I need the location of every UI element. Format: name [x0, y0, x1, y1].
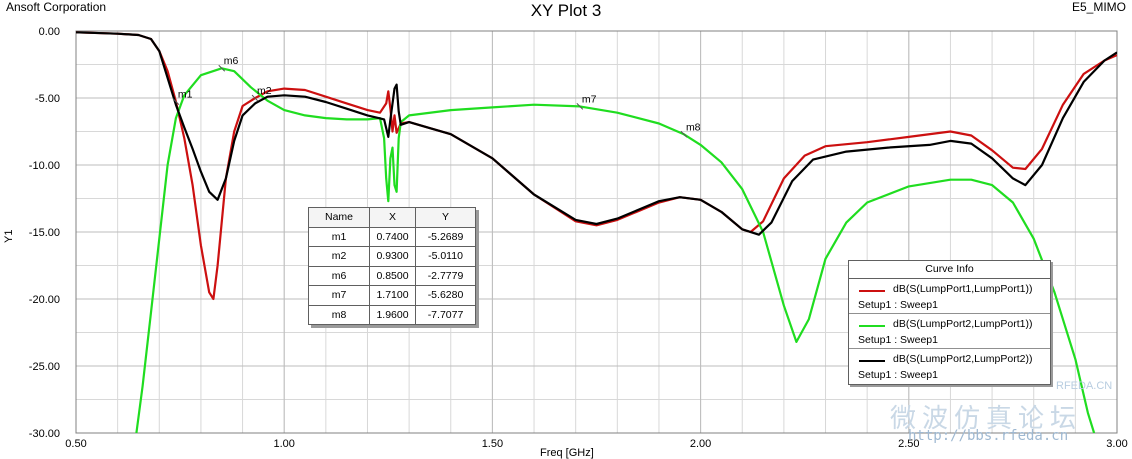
marker-label: m8	[686, 121, 701, 133]
marker-name: m2	[308, 246, 370, 267]
marker-point	[576, 103, 584, 110]
project-name: E5_MIMO	[1071, 0, 1126, 14]
marker-label: m6	[224, 55, 239, 67]
x-tick-label: 1.00	[273, 438, 294, 450]
marker-point	[218, 64, 226, 72]
series-line-2	[135, 67, 1096, 433]
y-tick-label: 0.00	[39, 26, 60, 38]
y-tick-label: -25.00	[29, 361, 60, 373]
series-line-3	[76, 31, 1117, 236]
marker-x: 1.7100	[369, 285, 416, 306]
legend-title: Curve Info	[849, 261, 1050, 279]
plot-markers: m1 m2 m6 m7 m8	[172, 55, 701, 138]
legend-series-setup: Setup1 : Sweep1	[858, 369, 938, 381]
watermark-url: http://bbs.rfeda.cn	[908, 428, 1069, 444]
marker-table-header-y: Y	[415, 207, 476, 228]
legend-swatch-black	[859, 360, 885, 362]
plot-curves	[76, 31, 1117, 433]
legend-entry: dB(S(LumpPort2,LumpPort2)) Setup1 : Swee…	[849, 349, 1050, 383]
marker-table-header-name: Name	[308, 207, 370, 228]
marker-x: 0.7400	[369, 226, 416, 247]
y-axis-label: Y1	[3, 229, 15, 243]
plot-frame	[75, 30, 1118, 434]
legend-swatch-red	[859, 290, 885, 292]
marker-x: 0.8500	[369, 265, 416, 286]
company-name: Ansoft Corporation	[6, 0, 107, 14]
marker-point	[251, 94, 259, 102]
marker-point	[172, 98, 180, 105]
marker-row: m8 1.9600 -7.7077	[308, 304, 476, 325]
marker-point	[680, 130, 688, 138]
legend-series-name: dB(S(LumpPort2,LumpPort2))	[893, 353, 1033, 365]
y-tick-label: -10.00	[29, 160, 60, 172]
marker-y: -7.7077	[415, 304, 476, 325]
marker-label: m2	[257, 85, 272, 97]
legend-series-name: dB(S(LumpPort1,LumpPort1))	[893, 283, 1033, 295]
x-tick-label: 2.00	[690, 438, 711, 450]
y-tick-label: -30.00	[29, 428, 60, 440]
series-line-1	[76, 31, 1117, 301]
marker-row: m2 0.9300 -5.0110	[308, 246, 476, 267]
y-tick-label: -15.00	[29, 227, 60, 239]
legend-series-setup: Setup1 : Sweep1	[858, 334, 938, 346]
marker-label: m7	[582, 93, 597, 105]
legend-entry: dB(S(LumpPort2,LumpPort1)) Setup1 : Swee…	[849, 314, 1050, 349]
marker-y: -5.6280	[415, 285, 476, 306]
curve-info-legend: Curve Info dB(S(LumpPort1,LumpPort1)) Se…	[848, 260, 1051, 385]
x-tick-label: 0.50	[65, 438, 86, 450]
marker-table-header-row: Name X Y	[308, 207, 476, 228]
legend-series-setup: Setup1 : Sweep1	[858, 299, 938, 311]
marker-x: 1.9600	[369, 304, 416, 325]
marker-name: m7	[308, 285, 370, 306]
x-tick-label: 3.00	[1106, 438, 1127, 450]
watermark-site: RFEDA.CN	[1056, 380, 1113, 392]
marker-label: m1	[178, 89, 193, 101]
marker-name: m1	[308, 226, 370, 247]
marker-y: -5.0110	[415, 246, 476, 267]
x-tick-label: 1.50	[482, 438, 503, 450]
marker-name: m6	[308, 265, 370, 286]
legend-swatch-green	[859, 325, 885, 327]
marker-name: m8	[308, 304, 370, 325]
marker-y: -2.7779	[415, 265, 476, 286]
x-tick-label: 2.50	[898, 438, 919, 450]
marker-table: Name X Y m1 0.7400 -5.2689 m2 0.9300 -5.…	[308, 207, 476, 325]
legend-entry: dB(S(LumpPort1,LumpPort1)) Setup1 : Swee…	[849, 279, 1050, 314]
plot-axes: 0.50 1.00 1.50 2.00 2.50 3.00 0.00 -5.00 -10.00 -…	[29, 26, 1128, 450]
x-axis-label: Freq [GHz]	[540, 447, 594, 459]
plot-title: XY Plot 3	[530, 1, 602, 20]
y-tick-label: -5.00	[35, 93, 60, 105]
y-tick-label: -20.00	[29, 294, 60, 306]
marker-x: 0.9300	[369, 246, 416, 267]
marker-table-header-x: X	[369, 207, 416, 228]
watermark-chinese: 微波仿真论坛	[890, 404, 1083, 434]
marker-row: m7 1.7100 -5.6280	[308, 285, 476, 306]
marker-row: m1 0.7400 -5.2689	[308, 226, 476, 247]
legend-series-name: dB(S(LumpPort2,LumpPort1))	[893, 318, 1033, 330]
marker-row: m6 0.8500 -2.7779	[308, 265, 476, 286]
marker-y: -5.2689	[415, 226, 476, 247]
